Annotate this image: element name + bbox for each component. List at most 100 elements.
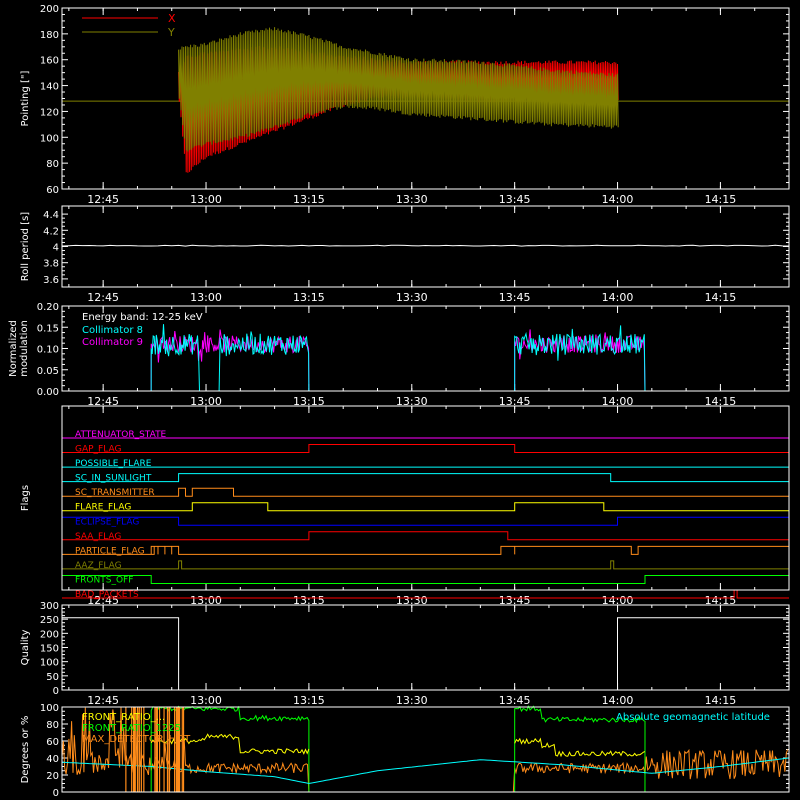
flag-sc_transmitter-line <box>62 487 789 497</box>
ylabel: Normalized <box>8 320 19 377</box>
flag-sc_in_sunlight-line <box>62 473 789 483</box>
y-tick-label: 80 <box>46 720 59 731</box>
flag-saa_flag-line <box>62 531 789 541</box>
x-tick-label: 14:00 <box>602 291 634 304</box>
flag-label: ATTENUATOR_STATE <box>75 430 167 440</box>
series-front-ratio-1225-line <box>62 705 789 793</box>
x-tick-label: 14:00 <box>602 193 634 206</box>
y-tick-label: 0.00 <box>37 387 59 398</box>
x-tick-label: 14:00 <box>602 395 634 408</box>
x-tick-label: 13:45 <box>499 193 531 206</box>
x-tick-label: 12:45 <box>87 291 119 304</box>
y-tick-label: 100 <box>40 658 59 669</box>
flag-label: SAA_FLAG <box>75 532 121 542</box>
panel-flags: Flags 12:45 13:00 13:15 13:30 13:45 14:00 14:15… <box>20 405 790 607</box>
x-tick-label: 12:45 <box>87 193 119 206</box>
x-tick-label: 14:15 <box>705 291 737 304</box>
legend-label: FRONT_RATIO_... <box>82 712 165 723</box>
x-tick-label: 14:00 <box>602 694 634 707</box>
flag-label: GAP_FLAG <box>75 445 121 455</box>
x-tick-label: 13:30 <box>396 694 428 707</box>
x-tick-label: 12:45 <box>87 694 119 707</box>
x-tick-label: 12:45 <box>87 594 119 607</box>
y-tick-label: 0.05 <box>37 366 59 377</box>
y-tick-label: 0.20 <box>37 302 59 313</box>
flag-label: ECLIPSE_FLAG <box>75 517 139 527</box>
y-tick-label: 100 <box>40 703 59 714</box>
y-tick-label: 3.6 <box>43 275 59 286</box>
panel-pointing: Pointing ["] 60 80 100 120 140 160 180 200 12:45 1… <box>20 4 790 206</box>
flag-label: SC_TRANSMITTER <box>75 488 155 498</box>
series-collimator-8-line <box>62 324 789 392</box>
x-tick-label: 14:15 <box>705 594 737 607</box>
flag-label: SC_IN_SUNLIGHT <box>75 474 152 484</box>
x-tick-label: 13:15 <box>293 193 325 206</box>
y-tick-label: 60 <box>46 185 59 196</box>
x-tick-label: 13:45 <box>499 594 531 607</box>
x-tick-label: 13:15 <box>293 594 325 607</box>
x-tick-label: 13:00 <box>190 694 222 707</box>
flag-label: FLARE_FLAG <box>75 503 131 513</box>
annotation: Energy band: 12-25 keV <box>82 312 203 323</box>
plot-frame <box>61 604 790 691</box>
x-tick-label: 13:15 <box>293 291 325 304</box>
y-tick-label: 100 <box>40 133 59 144</box>
y-tick-label: 180 <box>40 30 59 41</box>
x-tick-label: 13:00 <box>190 395 222 408</box>
y-tick-label: 200 <box>40 4 59 15</box>
flag-aaz_flag-line <box>62 560 789 570</box>
ylabel: Pointing ["] <box>20 70 31 126</box>
y-tick-label: 40 <box>46 754 59 765</box>
panel-quality: Quality 0 50 100 150 200 250 300 12:45 13:00 13:15… <box>20 601 790 707</box>
plot-frame <box>61 7 790 190</box>
flag-flare_flag-line <box>62 502 789 512</box>
x-tick-label: 13:30 <box>396 594 428 607</box>
x-tick-label: 13:15 <box>293 694 325 707</box>
series-y-line <box>178 27 619 152</box>
y-tick-label: 120 <box>40 107 59 118</box>
flag-label: FRONTS_OFF <box>75 575 133 585</box>
y-tick-label: 300 <box>40 601 59 612</box>
x-tick-label: 13:30 <box>396 291 428 304</box>
y-tick-label: 3.8 <box>43 259 59 270</box>
ylabel: Roll period [s] <box>20 212 31 281</box>
y-tick-label: 4 <box>53 243 59 254</box>
annotation: Absolute geomagnetic latitude <box>616 712 770 723</box>
flag-label: POSSIBLE_FLARE <box>75 459 152 469</box>
y-tick-label: 0 <box>53 788 59 799</box>
y-tick-label: 250 <box>40 615 59 626</box>
flag-particle_flag-line <box>62 545 790 555</box>
y-tick-label: 160 <box>40 56 59 67</box>
ylabel: modulation <box>19 320 30 377</box>
x-tick-label: 14:15 <box>705 193 737 206</box>
x-tick-label: 13:30 <box>396 395 428 408</box>
panel-modulation: Normalized modulation 0.00 0.05 0.10 0.15 0.20… <box>8 302 790 408</box>
y-tick-label: 60 <box>46 737 59 748</box>
plot-frame <box>61 405 790 591</box>
legend-label: MAX_DETECTOR_HOT <box>82 734 191 745</box>
x-tick-label: 13:45 <box>499 395 531 408</box>
y-tick-label: 0.15 <box>37 323 59 334</box>
x-tick-label: 13:00 <box>190 594 222 607</box>
x-tick-label: 14:15 <box>705 694 737 707</box>
y-tick-label: 20 <box>46 771 59 782</box>
legend-label: Collimator 8 <box>82 325 143 336</box>
legend-label: Collimator 9 <box>82 337 143 348</box>
x-tick-label: 13:15 <box>293 395 325 408</box>
panel-deg: Degrees or % 0 20 40 60 80 100 Absolute geomagn… <box>20 703 790 799</box>
x-tick-label: 12:45 <box>87 395 119 408</box>
y-tick-label: 50 <box>46 672 59 683</box>
flag-fronts_off-line <box>61 575 790 584</box>
y-tick-label: 80 <box>46 159 59 170</box>
y-tick-label: 4.4 <box>43 210 59 221</box>
y-tick-label: 200 <box>40 629 59 640</box>
flag-eclipse_flag-line <box>61 516 790 526</box>
ylabel: Flags <box>20 485 31 511</box>
flag-label: BAD_PACKETS <box>75 590 139 600</box>
x-tick-label: 14:00 <box>602 594 634 607</box>
panel-roll: Roll period [s] 3.6 3.8 4 4.2 4.4 12:45 13:00 13… <box>20 205 790 304</box>
ylabel: Quality <box>20 630 31 666</box>
x-tick-label: 13:45 <box>499 694 531 707</box>
plot-frame <box>61 205 790 288</box>
